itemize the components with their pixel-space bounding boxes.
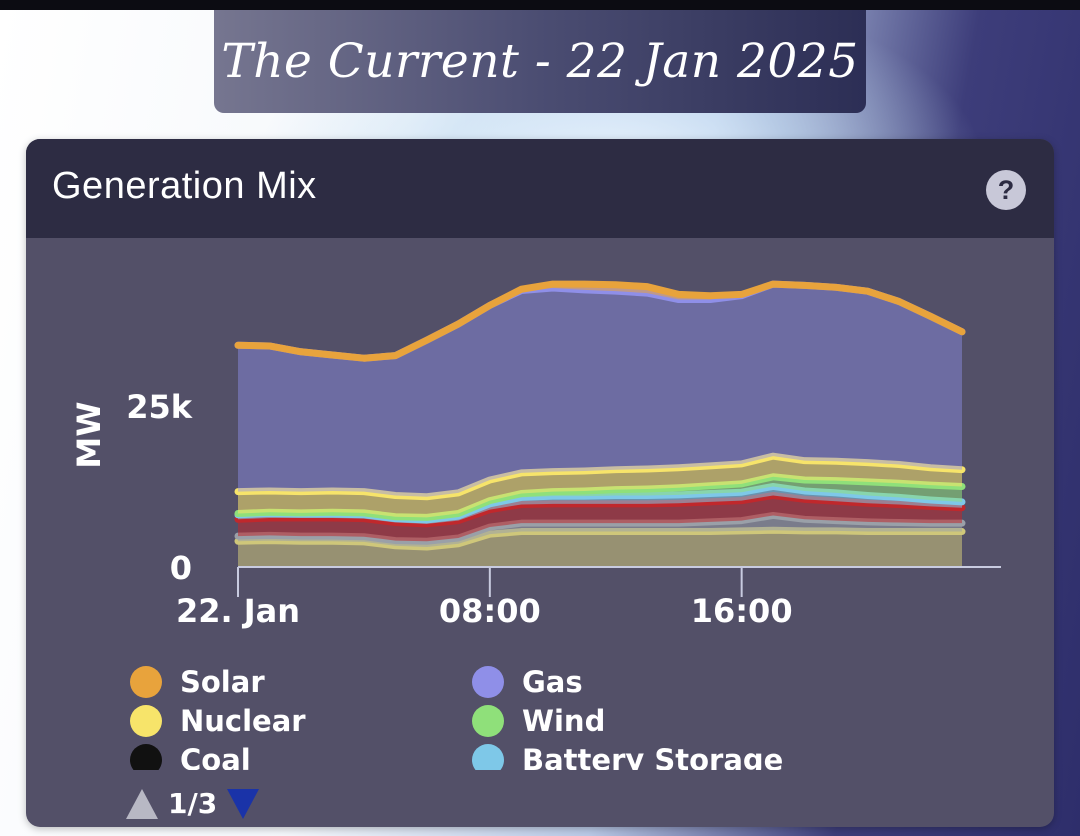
legend: Solar Gas Nuclear Wind Coal Battery Storage (126, 627, 826, 770)
x-tick-label: 16:00 (691, 592, 793, 630)
legend-swatch-icon (130, 744, 162, 770)
area-imports (238, 530, 962, 567)
legend-label: Solar (180, 665, 265, 699)
y-tick-label: 25k (126, 388, 193, 426)
area-wind (238, 476, 962, 520)
legend-pager: 1/3 (126, 787, 260, 820)
card-title: Generation Mix (52, 165, 317, 207)
legend-item-nuclear[interactable]: Nuclear (130, 704, 306, 738)
area-battery-storage (238, 486, 962, 524)
legend-item-gas[interactable]: Gas (472, 665, 583, 699)
area-hydro (238, 495, 962, 542)
legend-swatch-icon (472, 744, 504, 770)
legend-label: Coal (180, 743, 251, 770)
legend-item-battery-storage[interactable]: Battery Storage (472, 743, 783, 770)
legend-item-coal[interactable]: Coal (130, 743, 251, 770)
y-tick-label: 0 (170, 549, 192, 587)
y-axis-label: MW (70, 401, 108, 468)
help-icon[interactable]: ? (986, 170, 1026, 210)
area-nuclear (238, 456, 962, 518)
top-status-bar (0, 0, 1080, 10)
legend-label: Battery Storage (522, 743, 784, 770)
page-title: The Current - 22 Jan 2025 (221, 34, 859, 89)
legend-swatch-icon (130, 666, 162, 698)
legend-swatch-icon (130, 705, 162, 737)
area-other (238, 515, 962, 548)
card-header: Generation Mix ? (26, 139, 1054, 238)
legend-label: Nuclear (180, 704, 306, 738)
page-indicator: 1/3 (168, 787, 218, 820)
line-solar (234, 280, 966, 362)
x-tick-label: 08:00 (439, 592, 541, 630)
x-tick-label: 22. Jan (176, 592, 300, 630)
legend-label: Wind (522, 704, 606, 738)
generation-mix-chart[interactable]: 22. Jan 08:00 16:00 0 25k MW (26, 139, 1054, 779)
title-banner: The Current - 22 Jan 2025 (214, 10, 866, 113)
legend-swatch-icon (472, 666, 504, 698)
area-gas (238, 284, 962, 497)
legend-swatch-icon (472, 705, 504, 737)
line-nuclear (234, 452, 966, 501)
page-up-arrow-icon[interactable] (126, 788, 158, 819)
generation-mix-card: Generation Mix ? 22. Jan 08:00 16:00 0 25k MW… (26, 139, 1054, 827)
legend-label: Gas (522, 665, 583, 699)
page-down-arrow-icon[interactable] (227, 788, 260, 819)
legend-item-wind[interactable]: Wind (472, 704, 605, 738)
legend-item-solar[interactable]: Solar (130, 665, 265, 699)
